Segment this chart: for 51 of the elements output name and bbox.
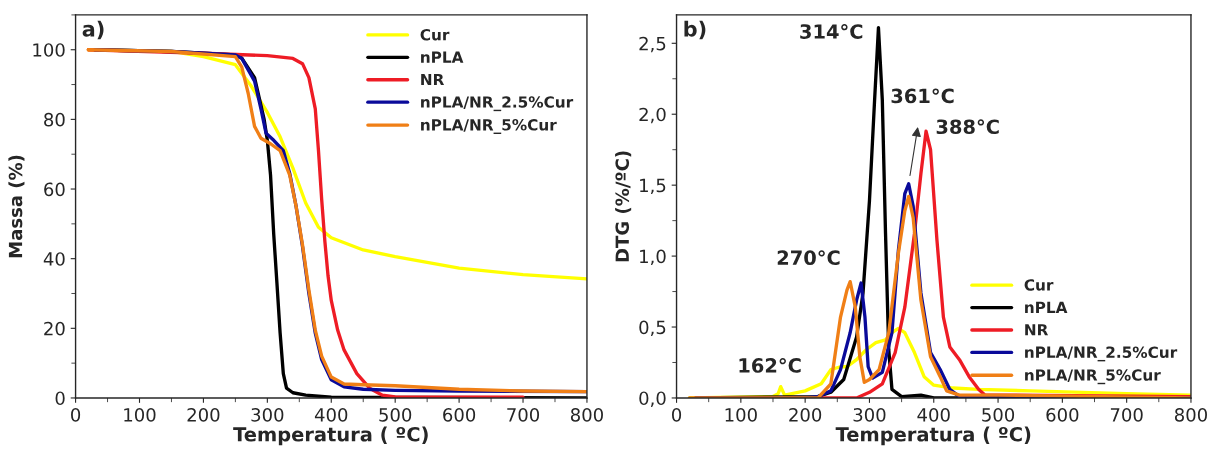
y-tick-label: 80 [44,112,65,127]
x-tick-label: 300 [853,408,886,422]
x-tick-label: 300 [251,408,284,422]
x-tick-label: 800 [570,408,603,422]
annotation: b) [684,20,706,40]
y-tick-label: 60 [44,182,65,197]
y-tick-label: 40 [43,252,65,266]
legend-label: nPLA/NR_2.5%Cur [1025,346,1178,362]
legend-label: nPLA/NR_2.5%Cur [421,96,574,112]
y-tick-label: 100 [33,43,65,57]
legend-label: NR [1025,324,1049,336]
annotation: 270°C [777,250,840,266]
x-tick-label: 600 [1046,408,1079,422]
y-tick-label: 20 [44,321,65,336]
legend-label: Cur [1024,279,1054,291]
x-tick-label: 500 [379,408,412,422]
y-tick-label: 2,5 [639,36,666,53]
x-axis-title: Temperatura ( ºC) [835,426,1031,446]
x-tick-label: 500 [982,408,1015,422]
x-tick-label: 400 [314,408,348,422]
y-tick-label: 2,0 [639,107,666,124]
x-tick-label: 800 [1174,408,1207,422]
y-axis-title: DTG (%/ºC) [615,151,632,262]
annotation: 162°C [739,357,801,373]
legend-label: NR [421,73,445,86]
legend-label: nPLA [421,51,464,63]
x-tick-label: 200 [187,408,220,422]
legend-label: nPLA [1025,301,1068,313]
y-axis-title: Massa (%) [8,155,25,258]
annotation: a) [82,20,104,40]
y-tick-label: 0,0 [639,391,666,407]
x-tick-label: 0 [671,408,682,422]
x-tick-label: 700 [507,408,540,422]
x-tick-label: 600 [443,408,476,422]
y-tick-label: 1,5 [640,178,666,195]
annotation: 361°C [891,88,954,104]
y-tick-label: 0 [55,391,65,406]
legend-label: Cur [420,28,450,41]
legend-label: nPLA/NR_5%Cur [421,119,557,134]
x-tick-label: 0 [71,408,81,422]
x-tick-label: 700 [1110,408,1143,422]
annotation: 388°C [936,119,999,135]
x-tick-label: 400 [917,408,950,422]
y-tick-label: 0,5 [639,320,666,336]
x-axis-title: Temperatura ( ºC) [233,426,428,446]
annotation: 314°C [800,24,863,39]
y-tick-label: 1,0 [640,249,666,266]
x-tick-label: 100 [124,408,156,422]
legend-label: nPLA/NR_5%Cur [1025,369,1161,385]
x-tick-label: 200 [789,408,822,422]
x-tick-label: 100 [725,408,757,422]
